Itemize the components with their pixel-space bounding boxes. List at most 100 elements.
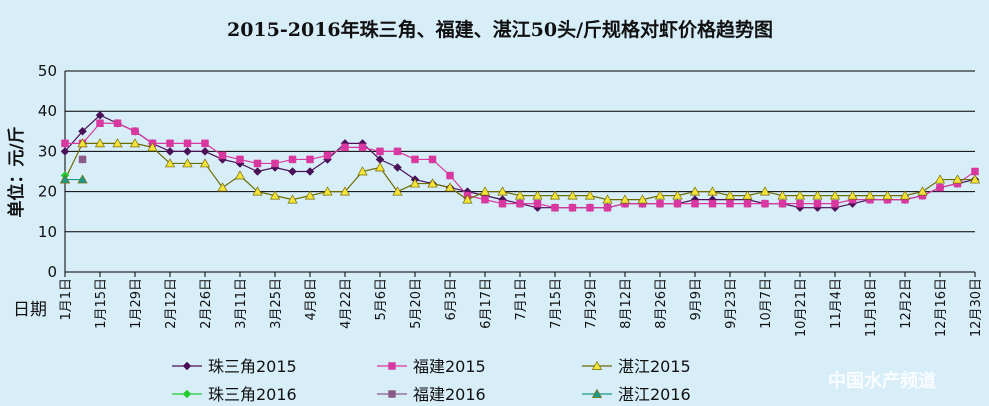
legend-marker xyxy=(182,389,192,399)
legend-marker xyxy=(182,361,192,371)
data-point xyxy=(586,203,594,212)
data-point xyxy=(323,151,332,160)
x-tick-label: 8月12日 xyxy=(619,278,634,329)
data-point xyxy=(708,199,717,208)
x-tick-label: 11月4日 xyxy=(829,278,844,329)
data-point xyxy=(236,155,244,164)
data-point xyxy=(95,110,105,120)
data-point xyxy=(322,186,333,196)
x-tick-label: 9月9日 xyxy=(689,278,704,321)
data-point xyxy=(112,138,123,148)
y-tick-label: 40 xyxy=(38,102,57,120)
data-point xyxy=(516,199,524,208)
data-point xyxy=(724,190,736,200)
data-point xyxy=(305,167,315,176)
data-point xyxy=(952,174,963,184)
data-point xyxy=(498,199,507,208)
data-point xyxy=(304,190,316,200)
x-tick-label: 10月7日 xyxy=(759,278,774,329)
data-point xyxy=(549,190,561,200)
legend-marker xyxy=(388,390,396,398)
data-point xyxy=(78,155,87,164)
data-point xyxy=(96,119,104,128)
data-point xyxy=(796,199,804,208)
data-point xyxy=(761,199,769,208)
data-point xyxy=(971,167,979,176)
y-axis-label: 单位：元/斤 xyxy=(6,126,27,217)
x-tick-label: 9月23日 xyxy=(724,278,739,329)
legend-marker xyxy=(388,362,396,370)
data-point xyxy=(812,190,823,200)
data-point xyxy=(427,178,438,188)
data-point xyxy=(759,186,771,196)
x-tick-label: 12月30日 xyxy=(969,278,984,337)
legend-label: 湛江2016 xyxy=(618,385,691,404)
data-point xyxy=(742,190,753,200)
legend-label: 湛江2015 xyxy=(618,357,691,376)
data-point xyxy=(551,203,559,212)
data-point xyxy=(287,194,298,204)
data-point xyxy=(462,194,473,204)
data-point xyxy=(201,139,209,148)
data-point xyxy=(864,190,876,200)
x-tick-label: 1月29日 xyxy=(129,278,144,329)
data-point xyxy=(532,190,543,200)
data-point xyxy=(200,147,210,156)
x-tick-label: 7月15日 xyxy=(549,278,564,329)
x-tick-label: 5月6日 xyxy=(374,278,389,321)
data-point xyxy=(77,138,88,148)
x-tick-label: 6月3日 xyxy=(444,278,459,321)
data-point xyxy=(726,199,734,208)
data-point xyxy=(94,138,106,148)
x-tick-label: 1月1日 xyxy=(59,278,74,321)
x-tick-label: 8月26日 xyxy=(654,278,669,329)
data-point xyxy=(218,151,227,160)
data-point xyxy=(689,186,701,196)
data-point xyxy=(829,190,841,200)
legend-marker xyxy=(591,388,603,398)
data-point xyxy=(777,190,788,200)
data-point xyxy=(936,183,944,192)
data-point xyxy=(358,143,367,152)
x-tick-label: 2月26日 xyxy=(199,278,214,329)
data-point xyxy=(166,139,174,148)
x-tick-label: 5月20日 xyxy=(409,278,424,329)
x-tick-label: 1月15日 xyxy=(94,278,109,329)
data-point xyxy=(882,190,893,200)
data-point xyxy=(376,147,384,156)
data-point xyxy=(514,190,526,200)
data-point xyxy=(707,186,718,196)
x-tick-label: 12月16日 xyxy=(934,278,949,337)
data-point xyxy=(603,203,612,212)
x-tick-label: 7月1日 xyxy=(514,278,529,321)
data-point xyxy=(831,199,839,208)
x-tick-label: 4月22日 xyxy=(339,278,354,329)
legend-label: 珠三角2015 xyxy=(208,357,297,376)
data-point xyxy=(131,127,139,136)
x-tick-label: 3月11日 xyxy=(234,278,249,329)
y-tick-label: 10 xyxy=(38,223,57,241)
x-tick-label: 4月8日 xyxy=(304,278,319,321)
data-point xyxy=(147,142,158,152)
data-point xyxy=(481,195,489,204)
x-tick-label: 12月2日 xyxy=(899,278,914,329)
data-point xyxy=(234,170,246,180)
data-point xyxy=(182,158,193,168)
x-tick-label: 3月25日 xyxy=(269,278,284,329)
data-point xyxy=(113,119,122,128)
x-axis-label: 日期 xyxy=(13,300,47,320)
data-point xyxy=(794,190,806,200)
data-point xyxy=(393,163,402,172)
data-point xyxy=(271,159,279,168)
data-point xyxy=(568,203,577,212)
data-point xyxy=(392,186,403,196)
x-tick-label: 6月17日 xyxy=(479,278,494,329)
y-tick-label: 0 xyxy=(47,263,57,281)
x-tick-label: 11月18日 xyxy=(864,278,879,337)
data-point xyxy=(165,147,175,156)
data-point xyxy=(479,186,491,196)
data-point xyxy=(199,158,211,168)
data-point xyxy=(444,182,456,192)
